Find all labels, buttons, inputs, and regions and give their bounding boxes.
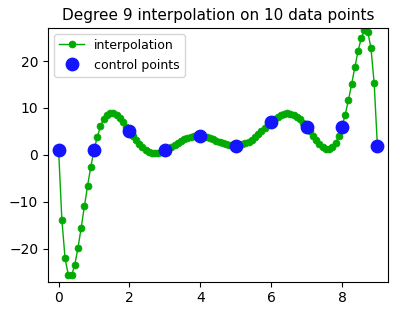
- control points: [374, 143, 380, 148]
- interpolation: [352, 65, 357, 69]
- Title: Degree 9 interpolation on 10 data points: Degree 9 interpolation on 10 data points: [62, 8, 374, 23]
- control points: [56, 148, 62, 153]
- control points: [126, 129, 133, 134]
- control points: [339, 124, 345, 129]
- Line: interpolation: interpolation: [55, 27, 381, 279]
- control points: [197, 134, 204, 139]
- control points: [303, 124, 310, 129]
- control points: [162, 148, 168, 153]
- Legend: interpolation, control points: interpolation, control points: [54, 34, 185, 77]
- interpolation: [69, 274, 74, 277]
- interpolation: [224, 142, 228, 146]
- interpolation: [365, 30, 370, 34]
- interpolation: [121, 120, 126, 124]
- interpolation: [375, 144, 380, 147]
- interpolation: [56, 148, 61, 152]
- interpolation: [250, 138, 254, 141]
- interpolation: [362, 28, 367, 32]
- control points: [232, 143, 239, 148]
- interpolation: [134, 139, 138, 142]
- control points: [268, 120, 274, 125]
- control points: [91, 148, 97, 153]
